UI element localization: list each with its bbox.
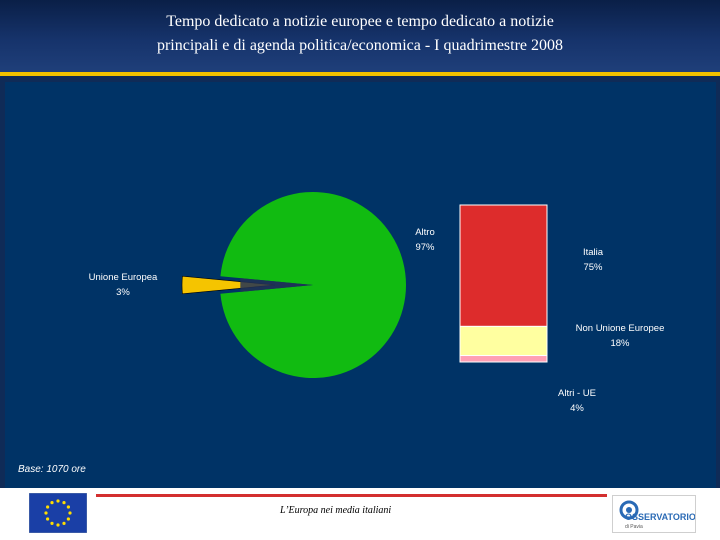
eu-star <box>56 523 60 527</box>
pie-value-unione-europea: 3% <box>116 287 130 298</box>
footer-red-line <box>96 494 607 497</box>
eu-star <box>46 517 50 521</box>
bar-value-altri-ue: 4% <box>570 403 584 414</box>
base-note: Base: 1070 ore <box>18 464 86 475</box>
svg-text:di Pavia: di Pavia <box>625 524 643 530</box>
gold-divider <box>0 72 720 76</box>
bar-segment-altri-ue <box>459 355 548 363</box>
eu-star <box>68 511 72 515</box>
pie-value-altro: 97% <box>415 242 435 253</box>
bar-segment-non-unione-europee <box>459 325 548 357</box>
eu-star <box>50 501 54 505</box>
eu-star <box>56 499 60 503</box>
osservatorio-logo-graphic: OSSERVATORIO di Pavia <box>619 500 696 530</box>
bar-value-italia: 75% <box>583 262 603 273</box>
slide-title-line-2: principali e di agenda politica/economic… <box>156 37 564 54</box>
slide-title-line-1: Tempo dedicato a notizie europee e tempo… <box>166 13 554 30</box>
eu-star <box>46 505 50 509</box>
chart-panel: Unione Europea 3% Altro 97% Italia 75% Non Uni… <box>5 82 716 488</box>
pie-label-altro: Altro <box>415 227 435 238</box>
eu-flag-icon <box>29 493 87 533</box>
bar-label-altri-ue: Altri - UE <box>558 388 596 399</box>
eu-star <box>62 501 66 505</box>
eu-star <box>44 511 48 515</box>
pie-slice-altro <box>220 192 406 378</box>
bar-label-non-ue: Non Unione Europee <box>576 323 665 334</box>
eu-star <box>50 521 54 525</box>
svg-text:OSSERVATORIO: OSSERVATORIO <box>625 512 695 522</box>
eu-star <box>62 521 66 525</box>
footer-caption: L’Europa nei media italiani <box>280 505 392 516</box>
pie-slice-unione-europea <box>181 275 276 295</box>
eu-star <box>66 505 70 509</box>
bar-label-italia: Italia <box>583 247 604 258</box>
bar-value-non-ue: 18% <box>610 338 630 349</box>
osservatorio-logo: OSSERVATORIO di Pavia <box>612 495 696 533</box>
pie-slice-gap <box>240 278 313 292</box>
header-band <box>0 0 720 72</box>
chart-svg: Unione Europea 3% Altro 97% Italia 75% Non Uni… <box>89 192 665 414</box>
pie-label-unione-europea: Unione Europea <box>89 272 158 283</box>
eu-star <box>66 517 70 521</box>
bar-segment-italia <box>459 204 548 327</box>
